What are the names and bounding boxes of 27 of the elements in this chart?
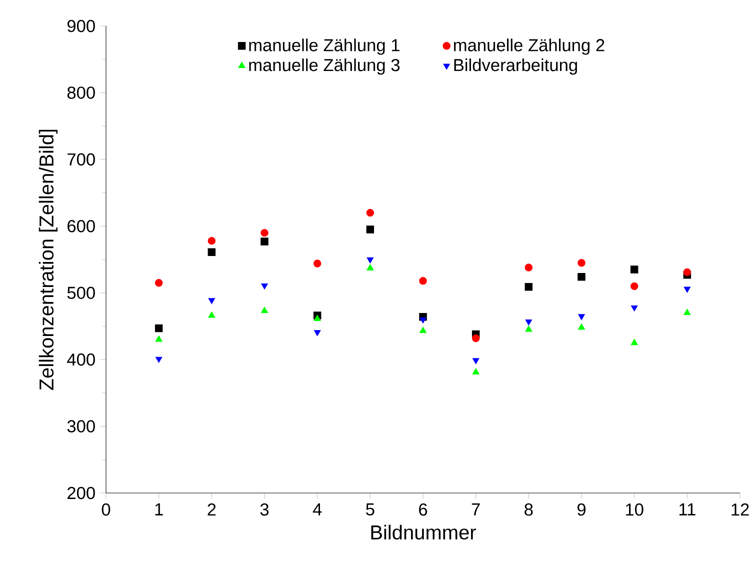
x-tick-label: 7	[472, 503, 480, 516]
y-tick-label: 700	[68, 153, 95, 166]
x-tick-label: 2	[208, 503, 216, 516]
x-tick-label: 10	[626, 503, 644, 516]
x-tick-label: 5	[366, 503, 374, 516]
y-tick-label: 800	[67, 86, 95, 99]
y-tick-label: 200	[68, 486, 95, 500]
y-tick-label: 500	[67, 286, 95, 299]
x-tick-label: 3	[260, 503, 269, 516]
x-tick-label: 11	[679, 503, 696, 516]
y-tick-label: 600	[68, 220, 95, 232]
y-axis-title: Zellkonzentration [Zellen/Bild]	[38, 130, 58, 390]
y-tick-label: 300	[67, 420, 95, 432]
legend-label: manuelle Zählung 3	[249, 58, 400, 75]
x-tick-label: 12	[732, 503, 749, 516]
y-tick-label: 900	[67, 20, 95, 32]
y-tick-label: 400	[67, 353, 95, 366]
x-tick-label: 1	[155, 503, 163, 516]
x-tick-label: 0	[102, 503, 110, 516]
legend-label: manuelle Zählung 1	[249, 38, 400, 55]
x-tick-label: 4	[312, 503, 322, 516]
x-axis-title: Bildnummer	[371, 524, 476, 540]
x-tick-label: 8	[524, 503, 533, 516]
x-tick-label: 6	[419, 503, 428, 516]
legend-label: Bildverarbeitung	[454, 58, 577, 75]
legend-label: manuelle Zählung 2	[454, 38, 604, 55]
x-tick-label: 9	[578, 503, 586, 516]
